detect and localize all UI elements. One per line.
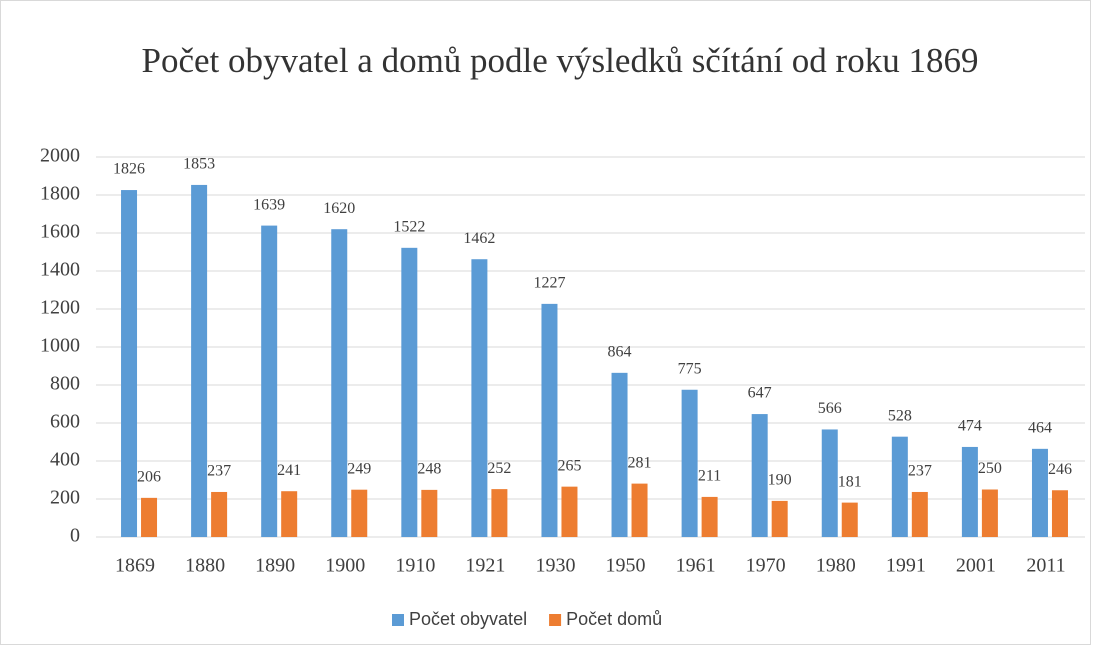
x-tick-label: 2001 bbox=[956, 555, 996, 577]
x-tick-label: 1869 bbox=[115, 555, 155, 577]
data-label: 647 bbox=[748, 385, 772, 402]
bar bbox=[701, 496, 718, 537]
bar bbox=[981, 489, 998, 537]
data-label: 237 bbox=[908, 463, 932, 480]
data-label: 1620 bbox=[323, 200, 355, 217]
y-tick-label: 800 bbox=[50, 373, 80, 395]
bar bbox=[541, 303, 558, 537]
bar bbox=[961, 446, 978, 537]
bar bbox=[771, 500, 788, 537]
data-label: 474 bbox=[958, 418, 982, 435]
bar bbox=[821, 429, 838, 537]
bar bbox=[911, 491, 928, 537]
chart-border bbox=[0, 0, 1091, 645]
x-tick-label: 1961 bbox=[676, 555, 716, 577]
bar bbox=[1051, 490, 1068, 537]
bar bbox=[491, 489, 508, 537]
y-tick-label: 1400 bbox=[40, 259, 80, 281]
bar bbox=[631, 483, 648, 537]
data-label: 464 bbox=[1028, 420, 1052, 437]
data-label: 528 bbox=[888, 407, 912, 424]
bar bbox=[281, 491, 298, 537]
y-tick-label: 1800 bbox=[40, 183, 80, 205]
bar bbox=[751, 414, 768, 537]
data-label: 249 bbox=[347, 460, 371, 477]
y-tick-label: 0 bbox=[70, 525, 80, 547]
bar bbox=[141, 497, 158, 537]
y-tick-label: 600 bbox=[50, 411, 80, 433]
data-label: 252 bbox=[487, 460, 511, 477]
bar bbox=[211, 491, 228, 537]
bar bbox=[401, 247, 418, 537]
data-label: 1522 bbox=[393, 218, 425, 235]
data-label: 775 bbox=[678, 360, 702, 377]
data-label: 1227 bbox=[533, 275, 565, 292]
data-label: 246 bbox=[1048, 461, 1072, 478]
data-label: 1826 bbox=[113, 161, 145, 178]
legend-swatch bbox=[392, 614, 404, 626]
data-label: 1462 bbox=[463, 230, 495, 247]
bar bbox=[331, 229, 348, 537]
x-tick-label: 1921 bbox=[465, 555, 505, 577]
data-label: 566 bbox=[818, 400, 842, 417]
data-label: 211 bbox=[698, 468, 721, 485]
legend-label: Počet obyvatel bbox=[409, 609, 527, 629]
bar bbox=[421, 489, 438, 537]
legend-label: Počet domů bbox=[566, 609, 662, 629]
bar bbox=[841, 502, 858, 537]
y-tick-label: 1200 bbox=[40, 297, 80, 319]
bar bbox=[1031, 448, 1048, 537]
x-tick-label: 2011 bbox=[1026, 555, 1065, 577]
x-tick-label: 1970 bbox=[746, 555, 786, 577]
y-tick-label: 1000 bbox=[40, 335, 80, 357]
data-label: 265 bbox=[557, 457, 581, 474]
x-tick-label: 1950 bbox=[606, 555, 646, 577]
chart-title: Počet obyvatel a domů podle výsledků sčí… bbox=[141, 41, 979, 80]
bar bbox=[121, 190, 138, 537]
y-tick-label: 400 bbox=[50, 449, 80, 471]
data-label: 181 bbox=[838, 473, 862, 490]
data-label: 1639 bbox=[253, 196, 285, 213]
x-tick-label: 1980 bbox=[816, 555, 856, 577]
bar bbox=[681, 389, 698, 537]
y-tick-label: 2000 bbox=[40, 145, 80, 167]
bar bbox=[611, 372, 628, 537]
bar bbox=[561, 486, 578, 537]
bar bbox=[261, 225, 278, 537]
y-tick-label: 200 bbox=[50, 487, 80, 509]
data-label: 281 bbox=[628, 454, 652, 471]
data-label: 206 bbox=[137, 469, 161, 486]
data-label: 190 bbox=[768, 472, 792, 489]
bar bbox=[891, 436, 908, 537]
data-label: 864 bbox=[608, 344, 632, 361]
legend-swatch bbox=[549, 614, 562, 626]
x-tick-label: 1900 bbox=[325, 555, 365, 577]
bar bbox=[191, 184, 208, 537]
y-tick-label: 1600 bbox=[40, 221, 80, 243]
x-tick-label: 1991 bbox=[886, 555, 926, 577]
bar bbox=[351, 489, 368, 537]
data-label: 237 bbox=[207, 463, 231, 480]
data-label: 241 bbox=[277, 462, 301, 479]
x-tick-label: 1880 bbox=[185, 555, 225, 577]
data-label: 250 bbox=[978, 460, 1002, 477]
x-tick-label: 1910 bbox=[395, 555, 435, 577]
bar bbox=[471, 259, 488, 537]
x-tick-label: 1930 bbox=[535, 555, 575, 577]
data-label: 1853 bbox=[183, 156, 215, 173]
data-label: 248 bbox=[417, 461, 441, 478]
x-tick-label: 1890 bbox=[255, 555, 295, 577]
